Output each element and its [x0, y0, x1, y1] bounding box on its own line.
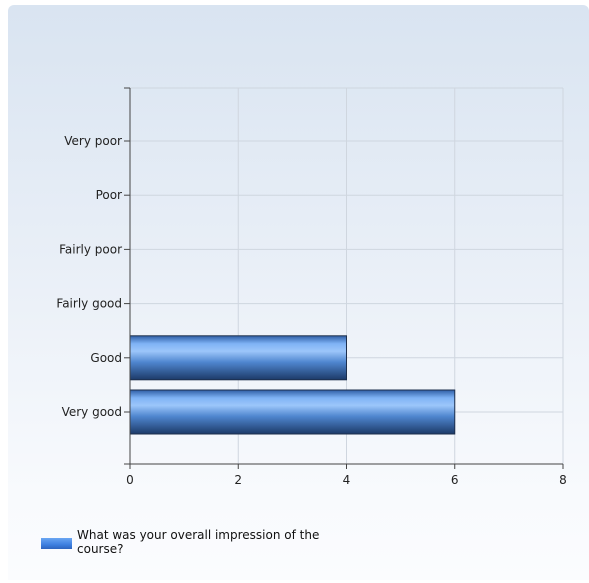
tick-labels: Very poor Poor Fairly poor Fairly good Good V… [56, 134, 566, 487]
y-tick-label: Very good [62, 405, 122, 419]
bar-very-good [129, 389, 456, 435]
y-tick-label: Fairly good [56, 297, 122, 311]
legend: What was your overall impression of the … [41, 528, 341, 562]
bar-good [129, 335, 347, 381]
y-tick-label: Good [90, 351, 122, 365]
y-tick-label: Fairly poor [59, 242, 122, 256]
chart-panel [8, 5, 589, 580]
legend-label: What was your overall impression of the … [77, 528, 320, 556]
x-tick-label: 2 [234, 473, 242, 487]
x-tick-label: 0 [126, 473, 134, 487]
axes [124, 87, 564, 469]
x-tick-label: 6 [451, 473, 459, 487]
bars [129, 335, 456, 435]
x-tick-label: 4 [343, 473, 351, 487]
x-tick-label: 8 [559, 473, 567, 487]
y-tick-label: Poor [96, 188, 122, 202]
legend-swatch [41, 538, 72, 549]
y-tick-label: Very poor [64, 134, 122, 148]
